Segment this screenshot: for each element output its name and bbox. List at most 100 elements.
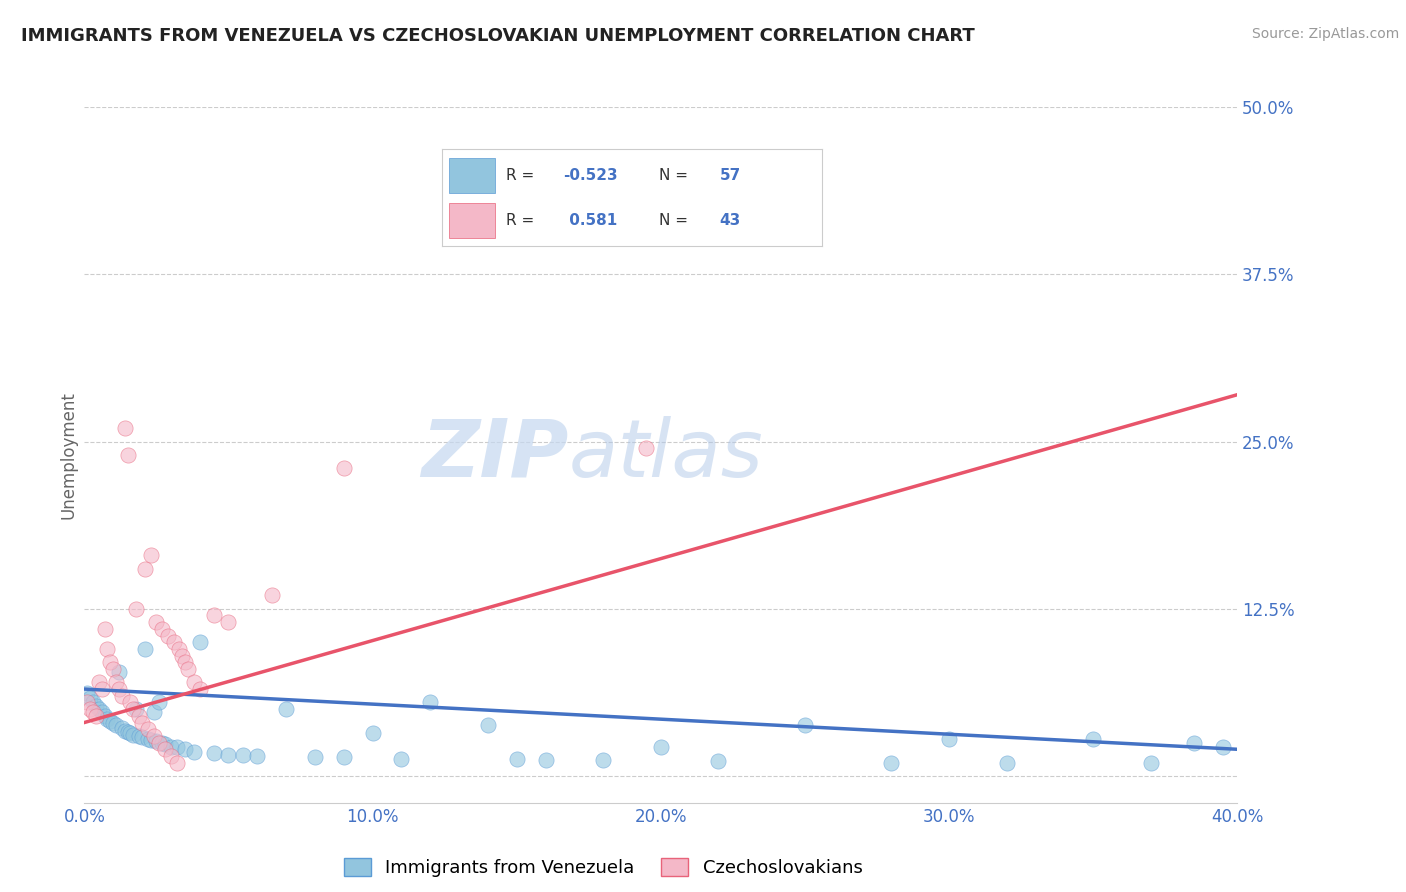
Point bbox=[183, 675, 205, 690]
Point bbox=[142, 729, 165, 743]
Point bbox=[274, 702, 298, 716]
Point bbox=[361, 726, 384, 740]
Point bbox=[246, 749, 269, 764]
Point bbox=[174, 742, 197, 756]
Point bbox=[103, 662, 124, 676]
Point bbox=[84, 708, 107, 723]
Point bbox=[177, 662, 200, 676]
Point bbox=[1182, 735, 1205, 749]
Point bbox=[163, 635, 186, 649]
Point bbox=[938, 731, 960, 746]
Point bbox=[120, 726, 142, 740]
Point bbox=[202, 746, 225, 760]
Point bbox=[391, 751, 413, 765]
Point bbox=[150, 735, 173, 749]
Point bbox=[232, 747, 254, 762]
Point bbox=[793, 718, 815, 732]
Point bbox=[153, 737, 176, 751]
Point bbox=[156, 628, 179, 642]
Point bbox=[79, 691, 101, 706]
Point bbox=[419, 696, 441, 710]
Point bbox=[650, 739, 672, 754]
Point bbox=[111, 721, 134, 735]
Point bbox=[174, 655, 197, 669]
Point bbox=[304, 750, 326, 764]
Point bbox=[534, 753, 557, 767]
Point bbox=[87, 675, 110, 690]
Point bbox=[169, 642, 191, 657]
Point bbox=[142, 705, 165, 719]
Point bbox=[117, 724, 139, 739]
Point bbox=[188, 681, 211, 696]
Point bbox=[134, 562, 156, 576]
Text: IMMIGRANTS FROM VENEZUELA VS CZECHOSLOVAKIAN UNEMPLOYMENT CORRELATION CHART: IMMIGRANTS FROM VENEZUELA VS CZECHOSLOVA… bbox=[21, 27, 974, 45]
Point bbox=[128, 729, 150, 743]
Point bbox=[131, 730, 153, 744]
Point bbox=[136, 731, 159, 746]
Point bbox=[332, 750, 354, 764]
Text: atlas: atlas bbox=[568, 416, 763, 494]
Point bbox=[125, 602, 148, 616]
Point bbox=[145, 615, 167, 630]
Point bbox=[122, 702, 145, 716]
Point bbox=[111, 689, 134, 703]
Point bbox=[217, 747, 239, 762]
Point bbox=[125, 702, 148, 716]
Point bbox=[76, 686, 98, 700]
Legend: Immigrants from Venezuela, Czechoslovakians: Immigrants from Venezuela, Czechoslovaki… bbox=[336, 850, 870, 884]
Point bbox=[96, 642, 118, 657]
Point bbox=[148, 735, 170, 749]
Point bbox=[636, 442, 658, 455]
Point bbox=[98, 714, 121, 728]
Point bbox=[93, 708, 115, 723]
Point bbox=[87, 702, 110, 716]
Point bbox=[506, 751, 529, 765]
Point bbox=[160, 739, 183, 754]
Point bbox=[128, 708, 150, 723]
Point bbox=[108, 681, 131, 696]
Point bbox=[217, 615, 239, 630]
Point bbox=[114, 421, 136, 435]
Point bbox=[131, 715, 153, 730]
Point bbox=[120, 696, 142, 710]
Point bbox=[136, 723, 159, 737]
Point bbox=[76, 696, 98, 710]
Point bbox=[332, 461, 354, 475]
Point bbox=[188, 635, 211, 649]
Point bbox=[139, 548, 162, 563]
Point bbox=[105, 718, 128, 732]
Point bbox=[995, 756, 1018, 770]
Point bbox=[166, 756, 188, 770]
Point bbox=[117, 448, 139, 462]
Point bbox=[1212, 739, 1234, 754]
Point bbox=[880, 756, 903, 770]
Point bbox=[150, 622, 173, 636]
Point bbox=[96, 712, 118, 726]
Point bbox=[90, 705, 112, 719]
Point bbox=[477, 718, 499, 732]
Point bbox=[153, 742, 176, 756]
Point bbox=[260, 589, 283, 603]
Point bbox=[166, 739, 188, 754]
Point bbox=[105, 675, 128, 690]
Point bbox=[183, 745, 205, 759]
Point bbox=[122, 728, 145, 742]
Point bbox=[1139, 756, 1161, 770]
Point bbox=[79, 702, 101, 716]
Point bbox=[707, 755, 730, 769]
Point bbox=[108, 665, 131, 679]
Point bbox=[134, 642, 156, 657]
Point bbox=[145, 734, 167, 748]
Point bbox=[103, 715, 124, 730]
Point bbox=[82, 696, 104, 710]
Y-axis label: Unemployment: Unemployment bbox=[59, 391, 77, 519]
Text: Source: ZipAtlas.com: Source: ZipAtlas.com bbox=[1251, 27, 1399, 41]
Point bbox=[82, 705, 104, 719]
Point bbox=[592, 753, 614, 767]
Point bbox=[148, 696, 170, 710]
Point bbox=[90, 681, 112, 696]
Point bbox=[84, 699, 107, 714]
Point bbox=[114, 723, 136, 738]
Point bbox=[202, 608, 225, 623]
Point bbox=[1081, 731, 1104, 746]
